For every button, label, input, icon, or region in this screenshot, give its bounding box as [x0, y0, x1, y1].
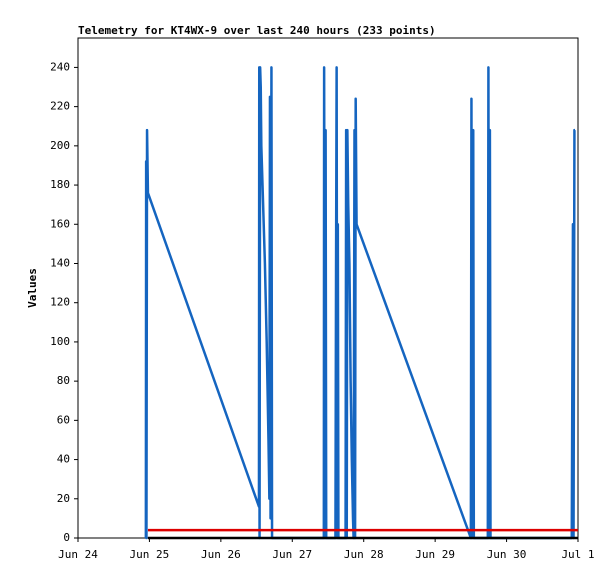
x-tick-label: Jun 28: [344, 548, 384, 561]
y-tick-label: 120: [50, 296, 70, 309]
x-tick-label: Jun 29: [415, 548, 455, 561]
x-tick-label: Jun 27: [272, 548, 312, 561]
y-tick-label: 0: [63, 531, 70, 544]
y-axis-label: Values: [26, 268, 39, 308]
x-tick-label: Jun 30: [487, 548, 527, 561]
y-tick-label: 80: [57, 374, 70, 387]
y-tick-label: 100: [50, 335, 70, 348]
y-tick-label: 180: [50, 178, 70, 191]
y-tick-label: 140: [50, 256, 70, 269]
y-tick-label: 60: [57, 413, 70, 426]
y-tick-label: 200: [50, 139, 70, 152]
y-tick-label: 160: [50, 217, 70, 230]
x-tick-label: Jun 26: [201, 548, 241, 561]
y-tick-label: 40: [57, 453, 70, 466]
y-tick-label: 220: [50, 100, 70, 113]
chart-title: Telemetry for KT4WX-9 over last 240 hour…: [78, 24, 436, 37]
x-tick-label: Jul 1: [561, 548, 594, 561]
x-tick-label: Jun 24: [58, 548, 98, 561]
x-tick-label: Jun 25: [130, 548, 170, 561]
y-tick-label: 20: [57, 492, 70, 505]
y-tick-label: 240: [50, 60, 70, 73]
